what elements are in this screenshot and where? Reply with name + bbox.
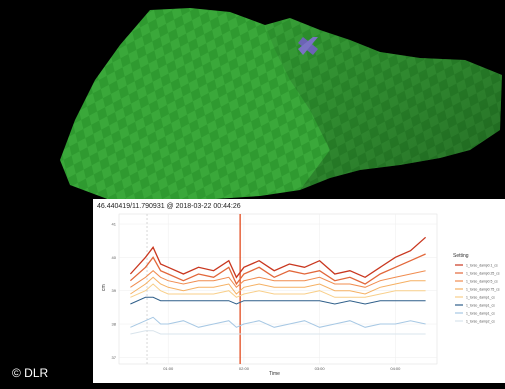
y-tick-label: 41: [112, 222, 117, 227]
y-axis-label: cm: [101, 284, 107, 291]
series-line-1: [129, 236, 427, 279]
plot-title: 46.440419/11.790931 @ 2018-03-22 00:44:2…: [97, 203, 241, 210]
y-tick-label: 39: [112, 288, 117, 293]
legend-entry: 1_torso_damp2_cs: [466, 319, 495, 323]
x-tick-label: 03:00: [315, 366, 326, 371]
terrain-shading: [265, 18, 502, 190]
grid-lines: [119, 214, 437, 364]
y-tick-label: 40: [112, 255, 117, 260]
x-tick-label: 01:00: [163, 366, 174, 371]
y-tick-label: 37: [112, 355, 117, 360]
legend-entry: 1_torso_damp1_cs: [466, 311, 495, 315]
y-tick-labels: 37 38 39 40 41: [112, 222, 117, 360]
x-axis-label: Time: [269, 371, 280, 377]
series-line-2: [129, 253, 426, 286]
series-line-7: [130, 316, 426, 328]
time-series-plot-panel: 46.440419/11.790931 @ 2018-03-22 00:44:2…: [93, 199, 505, 383]
series-line-3: [130, 270, 426, 289]
terrain-3d-view[interactable]: [0, 0, 505, 210]
y-tick-label: 38: [112, 322, 117, 327]
x-tick-label: 02:00: [239, 366, 250, 371]
copyright-label: © DLR: [12, 366, 49, 380]
series-line-5: [130, 283, 426, 298]
marker-lines: [146, 214, 241, 364]
x-tick-labels: 01:00 02:00 03:00 04:00: [163, 366, 401, 371]
legend-title: Setting: [453, 253, 469, 259]
legend-entry: 1_torso_damp1_cs: [466, 295, 495, 299]
x-tick-label: 04:00: [390, 366, 401, 371]
plot-area-frame: [118, 213, 438, 365]
legend-entry: 1_torso_damp0.25_cs: [466, 271, 500, 275]
legend: Setting 1_torso_damp0.1_cs 1_torso_damp0.…: [453, 253, 500, 323]
series-line-4: [130, 276, 426, 295]
legend-entry: 1_torso_damp0.75_cs: [466, 287, 500, 291]
legend-entry: 1_torso_damp1_cs: [466, 303, 495, 307]
series-lines: [129, 236, 427, 335]
series-line-6: [130, 296, 426, 305]
series-line-8: [130, 330, 426, 335]
time-series-chart: 46.440419/11.790931 @ 2018-03-22 00:44:2…: [97, 203, 500, 377]
x-marker-icon[interactable]: [298, 37, 318, 55]
legend-entry: 1_torso_damp0.5_cs: [466, 279, 498, 283]
legend-entry: 1_torso_damp0.1_cs: [466, 263, 498, 267]
